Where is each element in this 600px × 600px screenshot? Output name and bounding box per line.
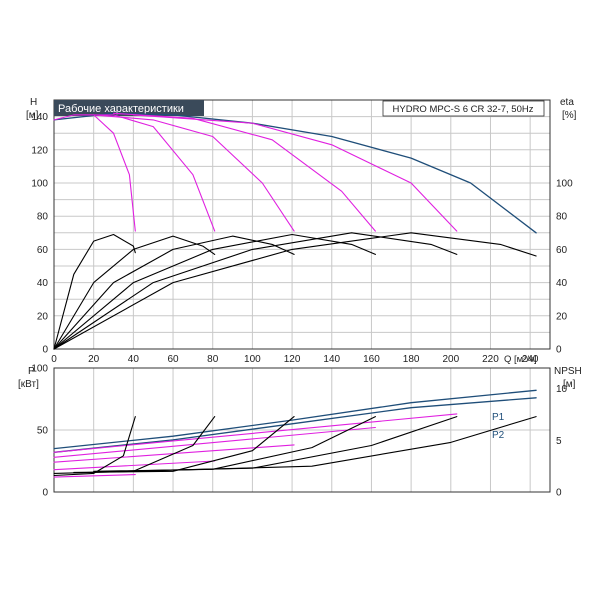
y-left-tick-label: 100 <box>31 364 48 375</box>
y-left-tick-label: 60 <box>37 245 49 256</box>
npsh-label: NPSH <box>554 366 582 377</box>
series-black-curve <box>53 232 458 350</box>
x-label: Q [м³/ч] <box>504 354 537 365</box>
p1-label: P1 <box>492 412 505 423</box>
bottom-plot-frame <box>53 367 551 493</box>
series-black-curve <box>53 416 136 477</box>
series-black-curve <box>53 232 537 350</box>
series-black-curve <box>73 416 295 473</box>
y-right-tick-label: 0 <box>556 488 562 499</box>
y-right-tick-label: 60 <box>556 245 568 256</box>
x-tick-label: 20 <box>88 354 100 365</box>
bottom-curves <box>53 389 537 478</box>
series-p2 <box>53 397 537 453</box>
p-unit: [кВт] <box>18 379 39 390</box>
y-left-tick-label: 0 <box>42 488 48 499</box>
top-grid <box>54 100 550 349</box>
x-tick-label: 180 <box>403 354 420 365</box>
y-left-tick-label: 50 <box>37 426 49 437</box>
model-box <box>382 100 545 117</box>
series-p1 <box>53 389 537 450</box>
series-magenta-curve <box>53 114 136 232</box>
chart-title: Рабочие характеристики <box>58 103 184 115</box>
series-magenta-curve <box>53 413 458 453</box>
series-magenta-curve <box>112 112 376 232</box>
y-right-tick-label: 0 <box>556 345 562 356</box>
y-left-tick-label: 80 <box>37 212 49 223</box>
y-left-unit: [м] <box>26 110 39 121</box>
x-tick-label: 220 <box>482 354 499 365</box>
series-black-curve <box>132 416 537 472</box>
bottom-ticks: 0 50 100 0 5 10 <box>31 364 567 499</box>
model-label: HYDRO MPC-S 6 CR 32-7, 50Hz <box>393 104 534 115</box>
series-magenta-curve <box>53 474 136 478</box>
x-tick-label: 240 <box>522 354 539 365</box>
y-right-tick-label: 20 <box>556 311 568 322</box>
series-magenta-curve <box>53 460 216 471</box>
p2-label: P2 <box>492 430 505 441</box>
y-left-tick-label: 140 <box>31 112 48 123</box>
p-label: P <box>28 366 35 377</box>
series-magenta-curve <box>53 426 376 458</box>
series-black-curve <box>53 235 216 350</box>
top-ticks: 0 20 40 60 80 100 120 140 0 20 40 60 80 100 0 20 40 60 80 1… <box>31 112 573 365</box>
x-tick-label: 120 <box>284 354 301 365</box>
x-tick-label: 40 <box>128 354 140 365</box>
y-right-tick-label: 10 <box>556 384 568 395</box>
y-left-tick-label: 20 <box>37 311 49 322</box>
y-left-tick-label: 100 <box>31 179 48 190</box>
series-magenta-curve <box>132 114 458 232</box>
y-left-tick-label: 0 <box>42 345 48 356</box>
x-tick-label: 100 <box>244 354 261 365</box>
top-curves <box>53 112 537 350</box>
y-right-label: eta <box>560 97 574 108</box>
series-magenta-curve <box>93 114 295 232</box>
title-box <box>54 100 204 116</box>
npsh-unit: [м] <box>563 379 576 390</box>
x-tick-label: 160 <box>363 354 380 365</box>
x-tick-label: 60 <box>167 354 179 365</box>
y-right-tick-label: 5 <box>556 436 562 447</box>
x-tick-label: 140 <box>323 354 340 365</box>
y-left-tick-label: 40 <box>37 278 49 289</box>
series-black-curve <box>53 235 295 350</box>
series-black-curve <box>53 233 376 350</box>
x-tick-label: 80 <box>207 354 219 365</box>
y-right-tick-label: 40 <box>556 278 568 289</box>
y-left-label: H <box>30 97 37 108</box>
x-tick-label: 0 <box>51 354 57 365</box>
series-black-curve <box>53 233 136 350</box>
y-right-unit: [%] <box>562 110 577 121</box>
y-right-tick-label: 80 <box>556 212 568 223</box>
y-left-tick-label: 120 <box>31 145 48 156</box>
y-right-tick-label: 100 <box>556 179 573 190</box>
top-plot-frame <box>53 99 551 350</box>
x-tick-label: 200 <box>442 354 459 365</box>
